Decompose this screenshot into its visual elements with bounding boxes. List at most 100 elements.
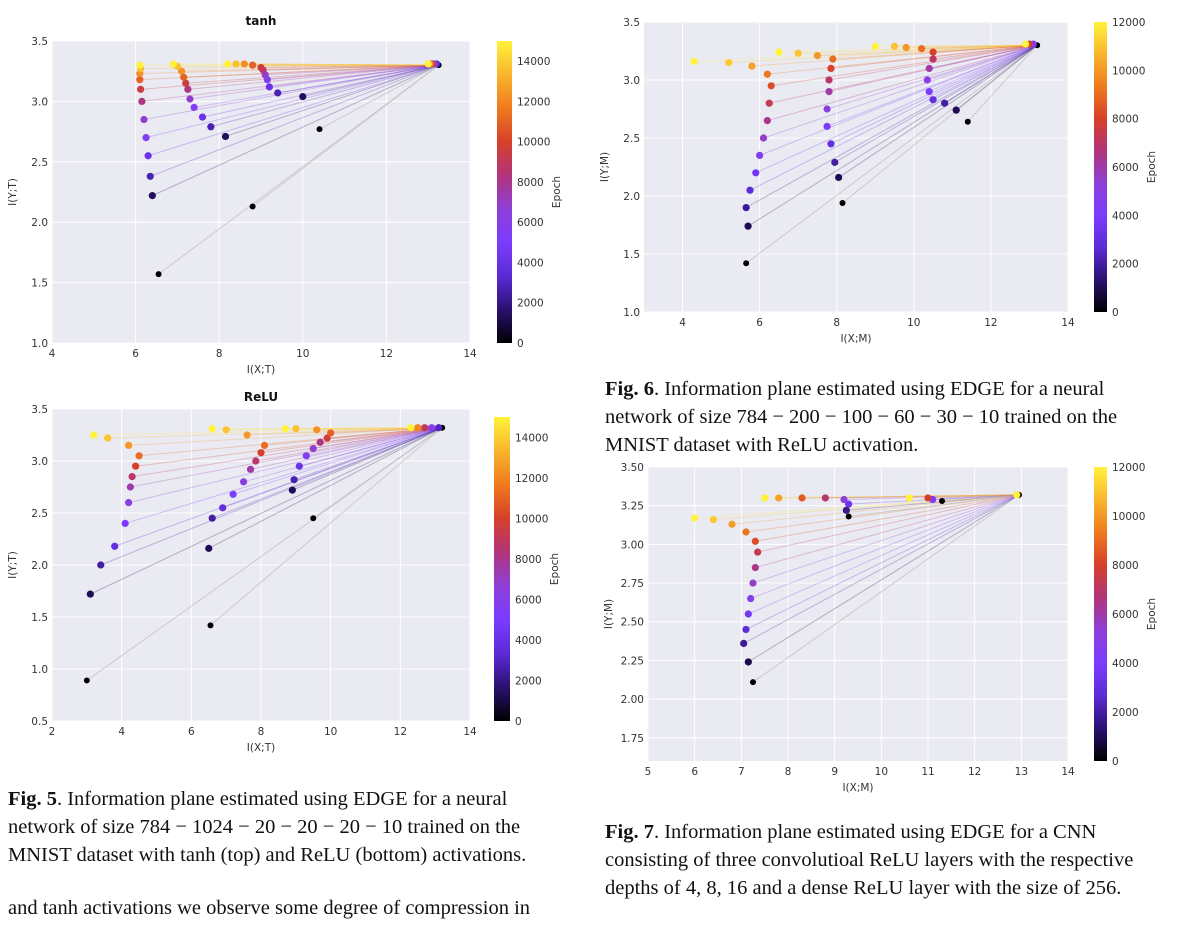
connection-line (932, 44, 1038, 101)
data-point (748, 62, 756, 70)
connection-line (755, 44, 1038, 174)
data-point (260, 441, 269, 449)
y-tick-label: 2.50 (621, 617, 644, 629)
x-axis-label: I(X;T) (247, 742, 275, 754)
data-point (252, 457, 260, 465)
y-tick-label: 3.5 (623, 17, 640, 29)
body-paragraph: and tanh activations we observe some deg… (8, 897, 531, 919)
x-tick-label: 2 (49, 726, 56, 738)
connection-line (265, 64, 439, 76)
x-tick-label: 14 (463, 348, 477, 360)
y-tick-label: 2.25 (621, 655, 644, 667)
connection-line (139, 64, 439, 81)
x-tick-label: 14 (1061, 317, 1075, 329)
data-point (424, 60, 432, 68)
connection-line (933, 44, 1038, 53)
connection-line (222, 427, 443, 509)
connection-line (748, 494, 1020, 615)
connection-line (834, 44, 1038, 163)
connection-line (749, 44, 1038, 191)
data-point (925, 64, 933, 72)
chart-relu-fig6: 4 6 8 10 12 14 1.0 1.5 2.0 2.5 3.0 3.5 I(X;M) I(Y;M) 0… (599, 17, 1158, 345)
connection-line (751, 44, 1038, 67)
data-point (691, 514, 699, 522)
connection-line (212, 427, 443, 430)
chart-title: tanh (246, 14, 277, 28)
data-point (728, 520, 736, 528)
connection-line (299, 427, 443, 467)
connection-line (745, 494, 1020, 630)
data-point (299, 92, 307, 101)
y-tick-label: 2.0 (623, 191, 640, 203)
connection-line (263, 64, 439, 71)
connection-line (173, 63, 439, 66)
data-point (184, 85, 192, 93)
data-point (144, 152, 152, 160)
connection-line (260, 427, 443, 454)
connection-line (177, 64, 439, 67)
connection-line (757, 494, 1020, 553)
data-point (690, 57, 698, 66)
connection-line (694, 44, 1038, 62)
connection-line (125, 427, 443, 524)
y-tick-label: 1.5 (31, 278, 48, 290)
data-point (839, 199, 846, 206)
connection-line (750, 494, 1020, 599)
connection-line (828, 44, 1038, 93)
connection-line (752, 494, 1020, 683)
y-tick-label: 2.75 (621, 578, 644, 590)
data-point (923, 76, 931, 84)
connection-line (141, 64, 439, 102)
data-point (827, 64, 835, 72)
y-axis-label: I(Y;T) (7, 178, 19, 206)
data-point (125, 441, 133, 449)
y-tick-label: 2.5 (31, 508, 48, 520)
y-tick-label: 3.5 (31, 36, 48, 48)
data-point (428, 424, 436, 432)
data-point (281, 425, 289, 433)
data-point (243, 431, 251, 439)
connection-line (767, 44, 1038, 75)
x-tick-label: 5 (645, 766, 652, 778)
connection-line (292, 427, 443, 491)
data-point (207, 622, 214, 629)
data-point (104, 434, 112, 442)
data-point (750, 679, 756, 686)
x-tick-label: 8 (216, 348, 223, 360)
x-tick-label: 6 (188, 726, 195, 738)
connection-line (293, 427, 443, 481)
data-point (929, 55, 937, 63)
colorbar-tick-label: 0 (515, 716, 522, 728)
data-point (208, 425, 216, 433)
y-tick-label: 1.5 (623, 249, 640, 261)
connection-line (255, 427, 443, 462)
colorbar-tick-label: 10000 (1112, 65, 1145, 77)
y-tick-label: 1.75 (621, 733, 644, 745)
connection-line (830, 44, 1038, 145)
connection-line (181, 64, 439, 72)
connection-line (212, 427, 443, 519)
colorbar-tick-label: 8000 (1112, 114, 1139, 126)
x-axis-label: I(X;M) (840, 333, 871, 345)
colorbar-tick-label: 2000 (1112, 259, 1139, 271)
data-point (295, 462, 303, 470)
x-tick-label: 10 (907, 317, 920, 329)
data-point (917, 45, 926, 53)
data-point (746, 186, 754, 194)
colorbar-tick-label: 10000 (515, 513, 548, 525)
data-point (313, 426, 321, 434)
y-tick-label: 1.0 (31, 338, 48, 350)
connection-line (183, 64, 439, 78)
data-point (240, 60, 248, 68)
connection-line (210, 427, 443, 626)
colorbar-tick-label: 6000 (1112, 609, 1139, 621)
data-point (309, 444, 317, 453)
connection-line (755, 494, 1020, 542)
colorbar-tick-label: 10000 (1112, 511, 1145, 523)
colorbar-tick-label: 12000 (1112, 17, 1145, 29)
connection-line (955, 44, 1038, 111)
connection-line (135, 427, 443, 467)
data-point (137, 85, 145, 93)
connection-line (145, 64, 439, 139)
colorbar-tick-label: 8000 (1112, 560, 1139, 572)
